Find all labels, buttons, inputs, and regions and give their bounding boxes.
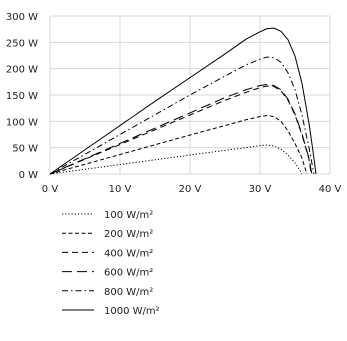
y-tick-label: 150 W <box>6 91 38 102</box>
y-tick-label: 250 W <box>6 38 38 49</box>
legend-label: 1000 W/m² <box>104 306 160 317</box>
legend-label: 600 W/m² <box>104 268 153 279</box>
series-lines <box>49 27 317 175</box>
y-tick-label: 200 W <box>6 65 38 76</box>
legend-label: 200 W/m² <box>104 229 153 240</box>
legend-label: 800 W/m² <box>104 287 153 298</box>
series-line-3 <box>49 83 313 175</box>
series-line-0 <box>49 144 303 175</box>
axis-ticks: 0 W 50 W 100 W 150 W 200 W 250 W 300 W 0 V 10 V 2… <box>6 12 342 195</box>
y-tick-label: 300 W <box>6 12 38 23</box>
series-line-4 <box>49 56 315 175</box>
x-tick-label: 30 V <box>249 184 272 195</box>
series-line-2 <box>49 85 312 175</box>
legend-label: 400 W/m² <box>104 248 153 259</box>
grid <box>49 15 331 175</box>
legend-label: 100 W/m² <box>104 210 153 221</box>
x-tick-label: 40 V <box>319 184 342 195</box>
legend: 100 W/m² 200 W/m² 400 W/m² 600 W/m² 800 W/m²… <box>62 210 160 317</box>
y-tick-label: 100 W <box>6 117 38 128</box>
x-tick-label: 10 V <box>109 184 132 195</box>
x-tick-label: 20 V <box>179 184 202 195</box>
series-line-5 <box>49 27 317 175</box>
y-tick-label: 50 W <box>12 144 38 155</box>
x-tick-label: 0 V <box>42 184 59 195</box>
y-tick-label: 0 W <box>19 170 39 181</box>
series-line-1 <box>49 115 308 175</box>
